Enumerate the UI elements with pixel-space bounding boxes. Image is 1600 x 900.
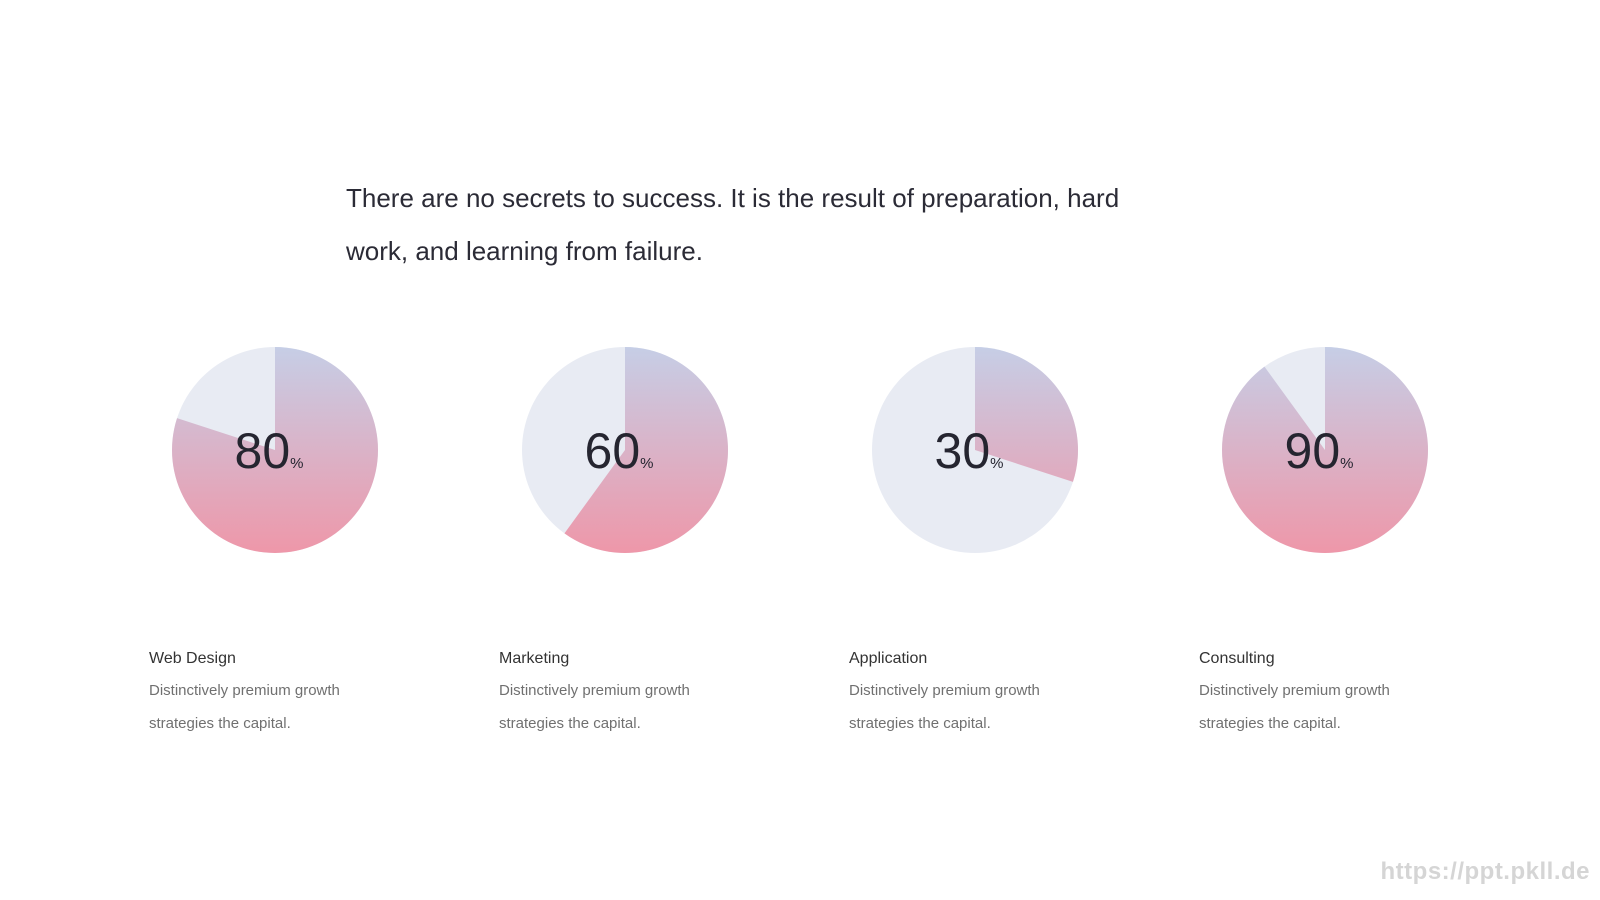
value-unit: % xyxy=(990,455,1003,472)
value-number: 30 xyxy=(935,423,991,479)
value-number: 90 xyxy=(1285,423,1341,479)
watermark: https://ppt.pkll.de xyxy=(1380,858,1590,885)
value-number: 60 xyxy=(585,423,641,479)
value-unit: % xyxy=(640,455,653,472)
pie-slice xyxy=(975,347,1078,482)
chart-title: Web Design xyxy=(149,650,236,667)
chart-subtitle: Distinctively premium growth strategies … xyxy=(149,682,340,732)
chart-title: Application xyxy=(849,650,928,667)
chart-title: Marketing xyxy=(499,650,570,667)
caption: Consulting Distinctively premium growth s… xyxy=(1199,648,1459,740)
caption: Web Design Distinctively premium growth s… xyxy=(149,648,409,740)
value-number: 80 xyxy=(235,423,291,479)
pie-slice xyxy=(564,347,728,553)
value-label: 30% xyxy=(935,423,1004,479)
value-unit: % xyxy=(290,455,303,472)
value-label: 80% xyxy=(235,423,304,479)
caption: Marketing Distinctively premium growth st… xyxy=(499,648,759,740)
pie-slice xyxy=(1221,347,1429,553)
chart-title: Consulting xyxy=(1199,650,1275,667)
value-label: 60% xyxy=(585,423,654,479)
caption: Application Distinctively premium growth … xyxy=(849,648,1109,740)
chart-subtitle: Distinctively premium growth strategies … xyxy=(499,682,690,732)
heading: There are no secrets to success. It is t… xyxy=(346,183,1120,266)
chart-subtitle: Distinctively premium growth strategies … xyxy=(849,682,1040,732)
value-label: 90% xyxy=(1285,423,1354,479)
chart-subtitle: Distinctively premium growth strategies … xyxy=(1199,682,1390,732)
value-unit: % xyxy=(1340,455,1353,472)
pie-slice xyxy=(172,347,378,554)
